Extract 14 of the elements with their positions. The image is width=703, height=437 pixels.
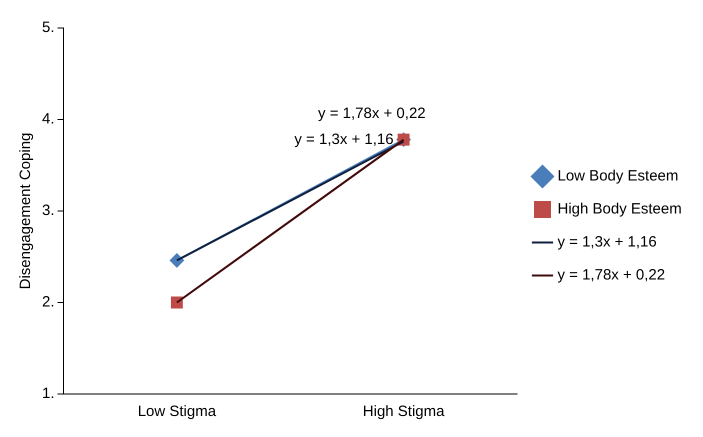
x-tick-label: High Stigma [362,403,446,420]
y-tick-label: 4. [42,110,55,128]
y-axis-title: Disengagement Coping [17,132,34,290]
legend-label: y = 1,3x + 1,16 [558,234,657,251]
annotation: y = 1,78x + 0,22 [318,104,426,122]
x-tick-label: Low Stigma [138,403,217,420]
legend-label: High Body Esteem [558,200,682,218]
legend-label: y = 1,78x + 0,22 [558,266,666,284]
y-tick-label: 5. [42,19,55,36]
y-tick-label: 3. [42,202,55,220]
y-tick-label: 1. [42,385,55,402]
annotation: y = 1,3x + 1,16 [294,130,394,148]
legend-label: Low Body Esteem [558,168,678,185]
y-tick-label: 2. [42,294,55,311]
